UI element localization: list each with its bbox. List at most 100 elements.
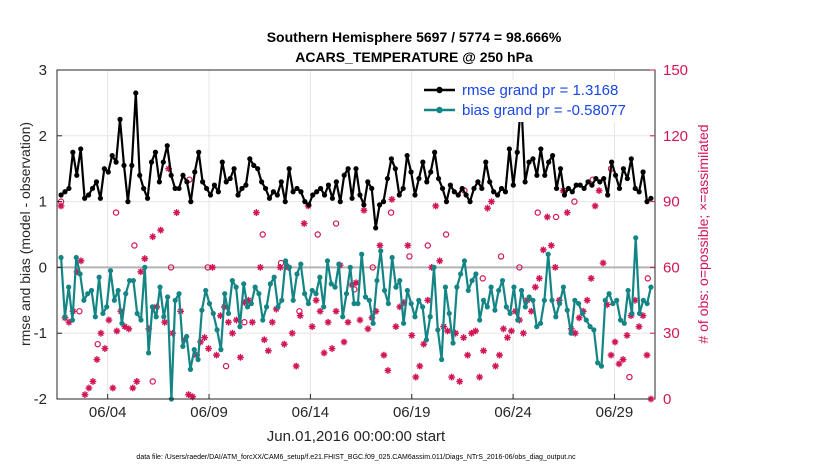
rmse-point	[400, 185, 406, 192]
rmse-point	[380, 199, 387, 205]
obs-assimilated-mark	[416, 362, 424, 370]
obs-assimilated-mark	[328, 345, 336, 352]
obs-assimilated-mark	[436, 257, 444, 265]
bias-point	[522, 304, 528, 310]
rmse-point	[553, 185, 560, 192]
rmse-point	[392, 166, 398, 172]
bias-point	[130, 277, 136, 284]
obs-assimilated-point	[312, 296, 320, 304]
obs-assimilated-point	[316, 307, 324, 315]
rmse-point	[526, 159, 532, 165]
bias-point	[279, 297, 285, 303]
bias-point	[412, 314, 418, 320]
obs-assimilated-mark	[460, 334, 468, 341]
rmse-point	[105, 169, 111, 175]
bias-point	[195, 356, 201, 363]
bias-point	[591, 327, 597, 333]
obs-assimilated-mark	[121, 323, 129, 331]
rmse-point	[219, 159, 225, 165]
rmse-point	[443, 199, 450, 205]
rmse-point	[404, 152, 410, 159]
obs-assimilated-point	[575, 314, 583, 322]
bias-point	[545, 251, 551, 257]
plot-frame	[56, 69, 656, 400]
obs-assimilated-point	[360, 206, 368, 214]
rmse-point	[581, 185, 587, 192]
obs-assimilated-point	[97, 329, 105, 337]
obs-assimilated-point	[328, 345, 336, 352]
rmse-point	[428, 169, 434, 175]
obs-assimilated-point	[527, 307, 535, 315]
bias-point	[229, 277, 235, 284]
rmse-point	[459, 185, 465, 192]
rmse-point	[451, 189, 457, 195]
obs-assimilated-mark	[57, 202, 65, 210]
bias-point	[138, 317, 144, 323]
rmse-point	[349, 195, 355, 201]
obs-assimilated-point	[583, 296, 591, 304]
obs-assimilated-mark	[237, 353, 244, 361]
obs-assimilated-point	[619, 356, 627, 363]
rmse-point	[259, 179, 265, 185]
rmse-point	[424, 179, 430, 185]
obs-assimilated-mark	[109, 384, 117, 392]
rmse-point	[494, 192, 501, 198]
rmse-point	[357, 192, 363, 198]
rmse-point	[384, 175, 391, 182]
obs-assimilated-mark	[448, 373, 456, 381]
obs-assimilated-point	[272, 305, 280, 313]
rmse-point	[432, 149, 438, 155]
bias-point	[104, 304, 110, 310]
rmse-point	[251, 162, 257, 169]
obs-assimilated-point	[205, 345, 212, 352]
y-axis-left-label: rmse and bias (model - observation)	[17, 122, 33, 346]
rmse-point	[70, 149, 76, 155]
rmse-point	[514, 149, 520, 155]
obs-assimilated-point	[264, 347, 272, 355]
obs-assimilated-point	[213, 351, 220, 359]
obs-assimilated-point	[611, 338, 619, 346]
obs-assimilated-mark	[356, 316, 364, 324]
rmse-point	[310, 192, 316, 198]
bias-point	[165, 294, 171, 300]
bias-point	[648, 284, 654, 290]
rmse-point	[266, 195, 273, 201]
bias-point	[614, 297, 620, 303]
obs-assimilated-mark	[165, 165, 173, 173]
bias-point	[621, 320, 627, 326]
obs-possible-point	[424, 242, 431, 249]
obs-assimilated-point	[631, 296, 639, 304]
obs-possible-point	[314, 231, 321, 238]
obs-assimilated-point	[468, 329, 475, 337]
obs-possible-point	[479, 275, 486, 282]
obs-assimilated-point	[615, 360, 623, 368]
obs-assimilated-point	[539, 246, 547, 254]
obs-assimilated-mark	[480, 347, 487, 355]
rmse-point	[408, 169, 414, 175]
obs-assimilated-point	[217, 312, 224, 320]
obs-assimilated-mark	[611, 338, 619, 346]
rmse-point	[463, 192, 469, 198]
rmse-point	[172, 185, 178, 192]
obs-assimilated-point	[133, 378, 141, 385]
obs-assimilated-mark	[404, 242, 412, 249]
obs-assimilated-mark	[376, 242, 384, 249]
obs-assimilated-point	[280, 340, 288, 348]
rmse-point	[550, 152, 556, 159]
obs-assimilated-mark	[551, 264, 559, 271]
rmse-point	[278, 179, 284, 185]
obs-assimilated-point	[460, 334, 468, 341]
obs-assimilated-mark	[583, 296, 591, 304]
rmse-point	[467, 199, 473, 205]
obs-assimilated-point	[432, 202, 440, 210]
obs-assimilated-mark	[157, 226, 165, 234]
obs-assimilated-mark	[173, 209, 181, 216]
bias-point	[557, 300, 563, 307]
obs-assimilated-point	[256, 264, 264, 271]
rmse-point	[439, 185, 446, 192]
obs-assimilated-point	[276, 264, 284, 271]
bias-point	[126, 277, 133, 284]
rmse-point	[569, 189, 575, 195]
obs-assimilated-mark	[296, 312, 304, 320]
legend-rmse-marker	[436, 86, 443, 94]
